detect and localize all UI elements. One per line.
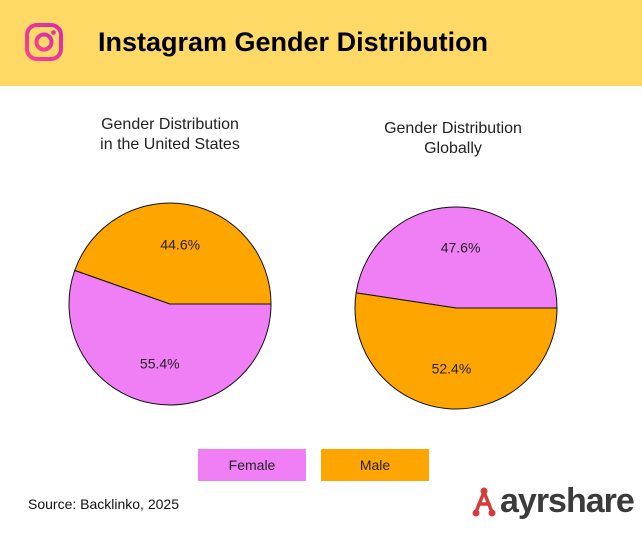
source-note: Source: Backlinko, 2025 (28, 496, 179, 512)
chart-title-global: Gender Distribution Globally (384, 120, 522, 157)
page-title: Instagram Gender Distribution (98, 27, 489, 57)
legend-item-male: Male (321, 449, 429, 481)
pie0-label-male: 44.6% (160, 236, 200, 252)
brand-name: ayrshare (500, 482, 635, 520)
legend-item-female: Female (198, 449, 306, 481)
pie1-label-female: 47.6% (441, 240, 481, 256)
pie-charts: 55.4% 44.6% 47.6% 52.4% (68, 202, 558, 410)
header-bar: Instagram Gender Distribution (0, 0, 642, 86)
pie1-slice-female (355, 206, 558, 309)
chart-title-us: Gender Distribution in the United States (100, 116, 240, 153)
pie0-slice-male (74, 202, 272, 305)
pie1-label-male: 52.4% (432, 360, 472, 376)
ayrshare-logo-icon (472, 487, 496, 517)
legend-label-female: Female (228, 457, 276, 473)
legend-label-male: Male (359, 457, 391, 473)
instagram-icon (25, 23, 63, 61)
pie1-slice-male (354, 292, 558, 410)
pie0-label-female: 55.4% (140, 356, 180, 372)
